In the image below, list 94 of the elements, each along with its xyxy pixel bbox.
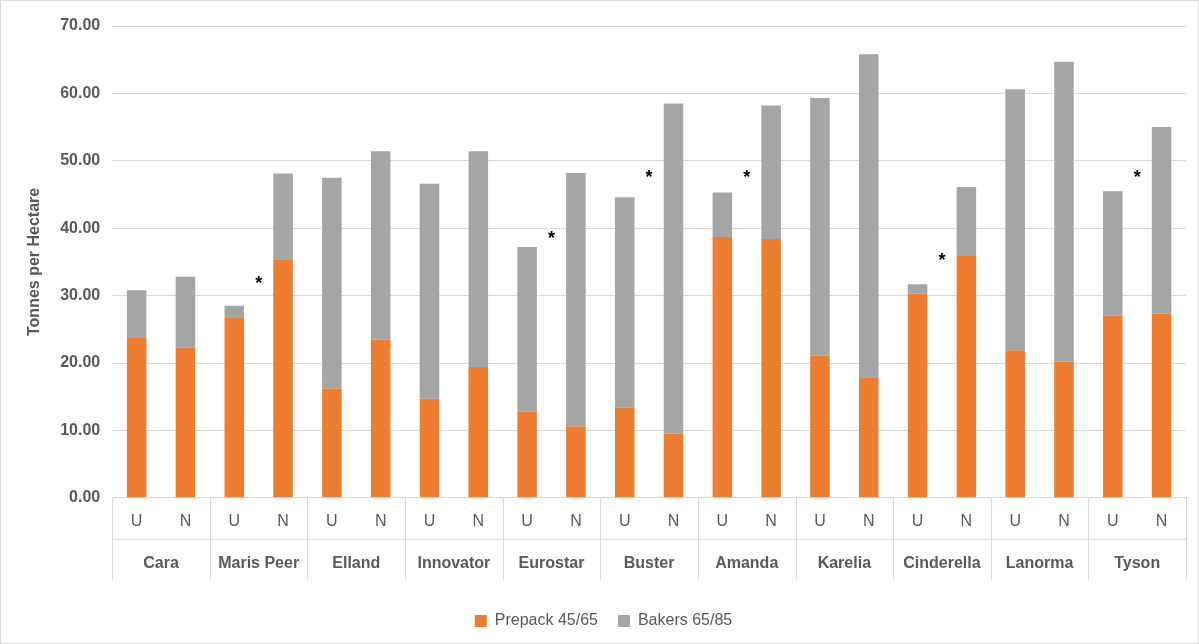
x-tick-label: N: [570, 511, 582, 529]
x-tick-label: N: [179, 511, 192, 529]
bar: [370, 339, 391, 498]
x-tick-label: N: [1155, 511, 1168, 529]
bar: [858, 54, 879, 378]
bar: [907, 293, 928, 498]
text: Cinderella: [903, 554, 981, 572]
y-tick-label: 70.00: [60, 16, 101, 34]
x-tick-label: U: [716, 511, 729, 529]
annotation: *: [1133, 167, 1141, 188]
x-tick-label: N: [472, 511, 485, 529]
x-tick-label: U: [228, 511, 241, 529]
bar: [224, 317, 245, 498]
text: Maris Peer: [218, 554, 300, 572]
bar: [273, 173, 293, 260]
bar: [761, 105, 781, 239]
bar: [1054, 361, 1074, 498]
bar: [175, 276, 196, 348]
bar: [468, 151, 489, 368]
bar: [663, 103, 684, 434]
bar: [810, 355, 830, 498]
text: Tyson: [1114, 554, 1161, 572]
x-tick-label: U: [814, 511, 826, 529]
x-tick-label: U: [618, 511, 631, 529]
bar: [810, 98, 830, 356]
x-tick-label: U: [1107, 511, 1119, 529]
bar: [566, 172, 586, 427]
bar: [614, 197, 635, 408]
bar: [126, 338, 147, 498]
x-tick-label: N: [667, 511, 680, 529]
annotation: *: [548, 227, 556, 248]
bar: [1005, 350, 1025, 498]
x-tick-label: U: [326, 511, 338, 529]
bar: [175, 347, 196, 498]
legend-label: Prepack 45/65: [494, 611, 599, 629]
bar: [126, 290, 147, 339]
bar: [761, 238, 781, 498]
annotation: *: [645, 167, 653, 188]
bar: [712, 192, 733, 237]
bar: [1054, 61, 1074, 362]
y-tick-label: 30.00: [60, 286, 101, 304]
bar: [370, 151, 391, 340]
text: Lanorma: [1005, 554, 1074, 572]
bar: [322, 388, 342, 498]
text: Buster: [623, 554, 675, 572]
x-tick-label: N: [765, 511, 777, 529]
x-tick-label: N: [1058, 511, 1070, 529]
annotation: *: [255, 272, 263, 293]
bar: [712, 236, 733, 498]
annotation: *: [938, 249, 946, 270]
text: Elland: [332, 554, 381, 572]
y-tick-label: 40.00: [60, 218, 101, 236]
bar: [419, 183, 440, 399]
bar: [273, 259, 293, 498]
y-tick-label: 60.00: [60, 83, 101, 101]
x-tick-label: N: [862, 511, 875, 529]
bar: [419, 398, 440, 498]
bar: [468, 367, 489, 498]
x-tick-label: U: [130, 511, 143, 529]
bar: [858, 377, 879, 498]
x-tick-label: U: [911, 511, 924, 529]
bar: [566, 426, 586, 498]
annotation: *: [743, 167, 751, 188]
bar: [956, 255, 977, 498]
x-tick-label: N: [277, 511, 289, 529]
bar: [1103, 191, 1123, 316]
y-axis-title: Tonnes per Hectare: [25, 187, 43, 336]
bar: [663, 433, 684, 498]
x-tick-label: U: [423, 511, 436, 529]
y-tick-label: 0.00: [69, 488, 101, 506]
y-tick-label: 50.00: [60, 151, 101, 169]
bar: [907, 284, 928, 294]
x-tick-label: N: [960, 511, 973, 529]
x-tick-label: U: [1009, 511, 1021, 529]
bar: [1005, 89, 1025, 351]
text: Innovator: [417, 554, 491, 572]
bar: [1151, 313, 1172, 498]
x-tick-label: N: [374, 511, 387, 529]
text: Karelia: [817, 554, 872, 572]
y-tick-label: 10.00: [60, 420, 101, 438]
bar: [517, 247, 537, 412]
text: Cara: [143, 554, 179, 572]
bar: [1103, 315, 1123, 498]
bar: [322, 177, 342, 389]
bar: [956, 187, 977, 256]
text: Eurostar: [518, 554, 585, 572]
bar: [1151, 127, 1172, 314]
bar: [614, 407, 635, 498]
x-tick-label: U: [521, 511, 533, 529]
y-tick-label: 20.00: [60, 353, 101, 371]
legend-label: Bakers 65/85: [637, 611, 733, 629]
bar: [224, 305, 245, 318]
text: Amanda: [715, 554, 779, 572]
bar: [517, 411, 537, 498]
